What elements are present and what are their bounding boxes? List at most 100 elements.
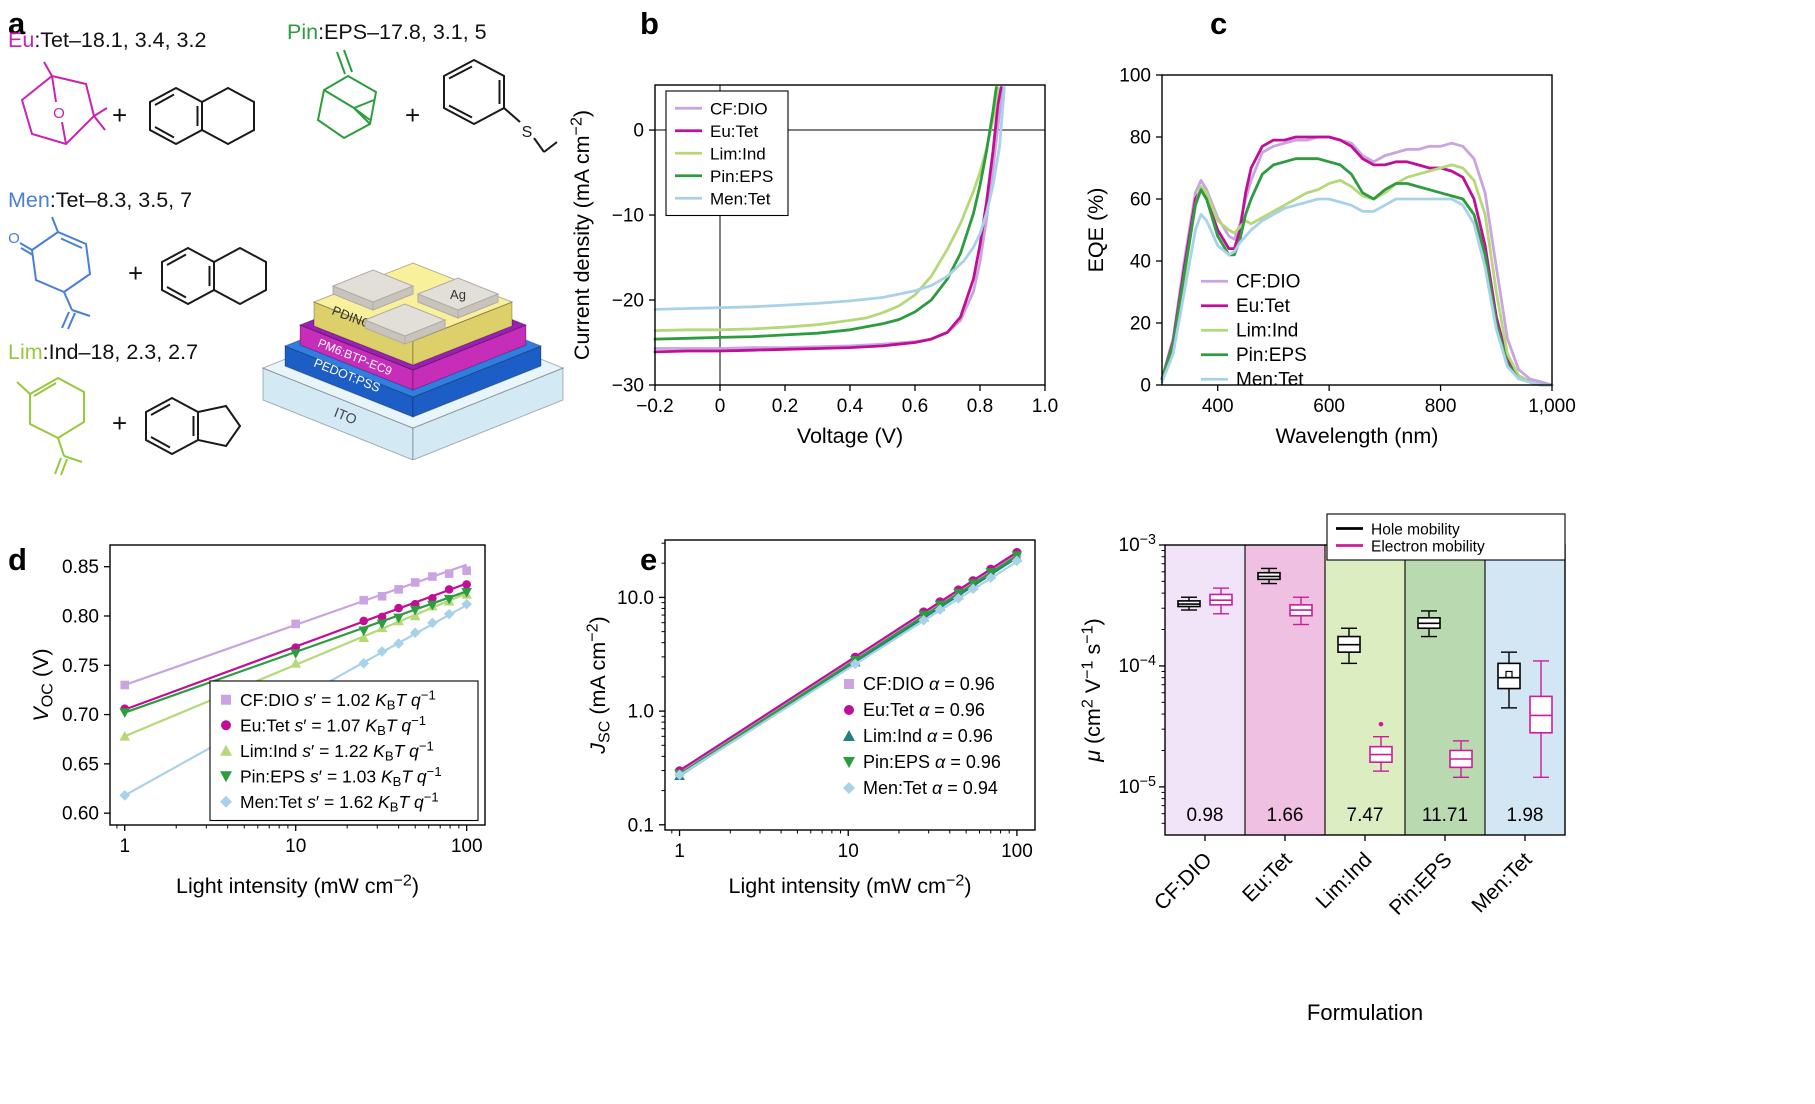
panel-label-e: e [640,542,658,577]
svg-text:CF:DIO α = 0.96: CF:DIO α = 0.96 [863,674,995,694]
tetralin-structure [161,246,267,306]
svg-text:60: 60 [1130,190,1151,211]
svg-text:0.2: 0.2 [772,396,798,417]
svg-text:0.8: 0.8 [967,396,993,417]
svg-text:Eu:Tet α = 0.96: Eu:Tet α = 0.96 [863,700,985,720]
svg-text:Men:Tet α = 0.94: Men:Tet α = 0.94 [863,778,998,798]
svg-text:0.6: 0.6 [902,396,928,417]
svg-text:Men:Tet: Men:Tet [1467,848,1536,917]
svg-text:0.75: 0.75 [62,656,99,677]
svg-text:10: 10 [285,836,306,857]
svg-text:Eu:Tet: Eu:Tet [710,122,758,141]
svg-text:−0.2: −0.2 [636,396,674,417]
svg-text:80: 80 [1130,128,1151,149]
svg-text:1.66: 1.66 [1267,805,1304,826]
svg-text:Lim:Ind: Lim:Ind [710,144,766,163]
svg-text:CF:DIO: CF:DIO [1236,271,1300,292]
formulation-pin-prefix: Pin [287,20,319,44]
device-stack-diagram: ITO PEDOT:PSS PM6:BTP-EC9 PDINO [261,262,565,460]
svg-text:VOC (V): VOC (V) [29,648,56,721]
svg-text:1,000: 1,000 [1528,396,1576,417]
svg-text:CF:DIO s′ = 1.02 KBT q−1: CF:DIO s′ = 1.02 KBT q−1 [240,687,436,712]
svg-text:Eu:Tet: Eu:Tet [1238,848,1296,906]
panel-label-c: c [1210,6,1228,41]
panel-label-a: a [8,6,26,41]
svg-text:20: 20 [1130,314,1151,335]
svg-text:EQE (%): EQE (%) [1084,188,1108,273]
svg-text:Lim:Ind: Lim:Ind [1236,320,1298,341]
svg-text:Pin:EPS α = 0.96: Pin:EPS α = 0.96 [863,752,1001,772]
svg-text:0: 0 [1140,376,1151,397]
panel-label-d: d [8,542,27,577]
svg-text:0.65: 0.65 [62,754,99,775]
svg-text:0: 0 [715,396,726,417]
svg-text:JSC (mA cm−2): JSC (mA cm−2) [583,616,613,754]
svg-text:CF:DIO: CF:DIO [710,99,768,118]
svg-text:Voltage (V): Voltage (V) [797,424,903,448]
formulation-label-pin-eps: Pin:EPS–17.8, 3.1, 5 [287,20,487,45]
beta-pinene-structure [316,49,378,140]
svg-text:Lim:Ind α = 0.96: Lim:Ind α = 0.96 [863,726,993,746]
svg-text:10−5: 10−5 [1119,774,1156,798]
svg-text:7.47: 7.47 [1347,805,1384,826]
svg-text:Lim:Ind s′ = 1.22 KBT q−1: Lim:Ind s′ = 1.22 KBT q−1 [240,738,434,763]
formulation-men-prefix: Men [8,188,50,212]
svg-text:Men:Tet: Men:Tet [1236,369,1304,390]
svg-text:40: 40 [1130,252,1151,273]
formulation-eu-suffix: :Tet–18.1, 3.4, 3.2 [34,28,207,52]
indane-structure [145,396,242,456]
chart-voc-light-intensity: 1 10 100 0.60 0.65 0.70 0.75 0.80 0.85 Light inte… [29,544,486,898]
svg-text:Current density (mA cm−2): Current density (mA cm−2) [567,110,594,360]
svg-text:1: 1 [674,841,685,862]
svg-text:10.0: 10.0 [617,588,654,609]
svg-text:Light intensity (mW cm−2): Light intensity (mW cm−2) [729,871,972,898]
svg-text:100: 100 [451,836,483,857]
ethyl-phenyl-sulfide-structure: S [443,58,558,153]
chart-jsc-light-intensity: 1 10 100 0.1 1.0 10.0 Light intensity (mW cm−2… [583,539,1036,898]
svg-text:0.60: 0.60 [62,804,99,825]
svg-text:μ (cm2 V−1 s−1): μ (cm2 V−1 s−1) [1080,618,1105,762]
svg-text:10: 10 [838,841,859,862]
svg-text:Electron mobility: Electron mobility [1371,539,1485,556]
svg-text:1.0: 1.0 [1032,396,1058,417]
svg-text:100: 100 [1001,841,1033,862]
limonene-structure [16,376,85,476]
svg-text:Hole mobility: Hole mobility [1371,522,1460,539]
svg-text:Pin:EPS: Pin:EPS [1385,848,1457,920]
formulation-eu-prefix: Eu [8,28,35,52]
panel-a: Eu:Tet–18.1, 3.4, 3.2 Pin:EPS–17.8, 3.1,… [0,0,610,490]
svg-text:Eu:Tet s′ = 1.07 KBT q−1: Eu:Tet s′ = 1.07 KBT q−1 [240,713,426,738]
svg-text:CF:DIO: CF:DIO [1150,848,1217,915]
svg-text:Wavelength (nm): Wavelength (nm) [1276,424,1439,448]
oxygen-atom-label: O [53,105,65,122]
plus-sign: + [128,258,144,288]
svg-text:Men:Tet: Men:Tet [710,189,771,208]
oxygen-atom-label: O [8,230,20,247]
svg-text:0.98: 0.98 [1187,805,1224,826]
plus-sign: + [112,100,128,130]
svg-text:Pin:EPS: Pin:EPS [710,167,773,186]
tetralin-structure [149,86,255,146]
svg-text:600: 600 [1313,396,1345,417]
svg-text:0.70: 0.70 [62,705,99,726]
svg-text:0.1: 0.1 [628,815,654,836]
eucalyptol-structure: O [20,61,108,146]
svg-text:Light intensity (mW cm−2): Light intensity (mW cm−2) [176,871,419,898]
device-layer-ag-pads: Ag [331,269,500,345]
svg-text:100: 100 [1119,66,1151,87]
formulation-label-eu-tet: Eu:Tet–18.1, 3.4, 3.2 [8,28,206,53]
chart-eqe-wavelength: 400 600 800 1,000 0 20 40 60 80 100 Wavelength (nm… [1084,66,1576,449]
svg-text:11.71: 11.71 [1422,805,1468,826]
sulfur-atom-label: S [522,124,533,141]
svg-text:1.98: 1.98 [1507,805,1544,826]
svg-text:0.85: 0.85 [62,557,99,578]
svg-text:Eu:Tet: Eu:Tet [1236,296,1291,317]
formulation-pin-suffix: :EPS–17.8, 3.1, 5 [318,20,487,44]
svg-text:0.4: 0.4 [837,396,864,417]
svg-text:Formulation: Formulation [1307,1000,1423,1025]
svg-text:Pin:EPS s′ = 1.03 KBT q−1: Pin:EPS s′ = 1.03 KBT q−1 [240,764,442,789]
svg-text:1: 1 [119,836,130,857]
plus-sign: + [405,100,421,130]
plus-sign: + [112,408,128,438]
